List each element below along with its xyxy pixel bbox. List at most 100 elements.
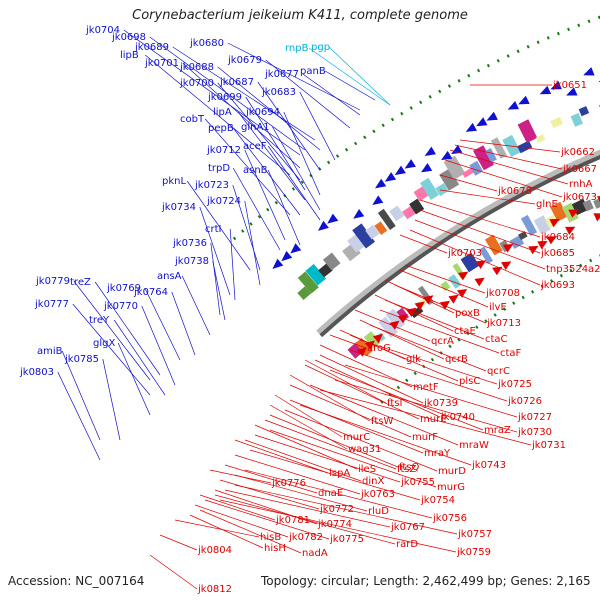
forward-gene-arrow xyxy=(566,87,578,96)
forward-gene-label: jk0777 xyxy=(34,299,69,310)
forward-gene-label: crtI xyxy=(205,224,221,235)
forward-gene-leader xyxy=(232,167,281,251)
reverse-gene-label: ilvE xyxy=(489,302,507,313)
forward-gene-leader xyxy=(283,111,321,196)
forward-gene-leader xyxy=(72,303,151,396)
reverse-gene-leader xyxy=(414,219,546,270)
reverse-gene-leader xyxy=(269,404,348,450)
reverse-gene-leader xyxy=(459,139,561,153)
forward-gene-arrow xyxy=(317,220,329,231)
feature-block xyxy=(490,137,507,159)
reverse-gene-leader xyxy=(214,494,396,545)
forward-gene-leader xyxy=(172,46,316,141)
forward-gene-leader xyxy=(217,82,301,181)
reverse-gene-label: rarD xyxy=(396,539,418,550)
forward-gene-arrow xyxy=(290,243,302,254)
reverse-gene-label: plsC xyxy=(459,376,480,387)
forward-gene-label: panB xyxy=(300,66,326,77)
forward-gene-leader xyxy=(171,291,196,356)
reverse-gene-leader xyxy=(234,474,368,512)
feature-block xyxy=(533,215,551,235)
reverse-gene-leader xyxy=(219,479,320,510)
reverse-gene-leader xyxy=(224,489,391,528)
forward-gene-label: jk0770 xyxy=(103,301,138,312)
feature-block xyxy=(485,148,497,163)
reverse-gene-leader xyxy=(439,174,498,192)
forward-gene-label: cobT xyxy=(180,114,205,125)
reverse-gene-leader xyxy=(244,469,433,519)
reverse-gene-leader xyxy=(254,424,358,470)
forward-gene-label: aceF xyxy=(243,141,267,152)
reverse-gene-label: dinX xyxy=(362,476,384,487)
reverse-gene-label: hisH xyxy=(264,543,286,554)
forward-gene-leader xyxy=(182,62,301,169)
forward-gene-arrow xyxy=(424,146,436,156)
forward-gene-label: jk0698 xyxy=(111,32,146,43)
forward-gene-arrow xyxy=(539,85,552,95)
forward-gene-label: jk0734 xyxy=(161,202,196,213)
rna-gene-leader xyxy=(328,46,391,106)
rna-gene-label: pgp xyxy=(311,42,330,53)
forward-gene-leader xyxy=(232,127,301,216)
forward-gene-leader xyxy=(272,126,321,211)
reverse-gene-label: jk0804 xyxy=(197,545,232,556)
reverse-gene-leader xyxy=(274,394,343,438)
forward-gene-label: pknL xyxy=(162,176,186,187)
reverse-gene-leader xyxy=(419,209,541,254)
forward-gene-label: trpD xyxy=(208,163,230,174)
forward-gene-leader xyxy=(113,319,166,396)
reverse-gene-leader xyxy=(319,389,532,446)
feature-block xyxy=(352,223,375,249)
forward-gene-arrow xyxy=(372,195,384,205)
forward-gene-label: lipB xyxy=(120,50,139,61)
feature-block xyxy=(439,168,460,191)
reverse-gene-label: jk0651 xyxy=(552,80,587,91)
reverse-gene-label: jk0693 xyxy=(540,280,575,291)
feature-block xyxy=(460,252,480,273)
reverse-gene-leader xyxy=(399,269,489,308)
feature-block xyxy=(305,263,326,286)
reverse-gene-label: jk0713 xyxy=(486,318,521,329)
reverse-gene-label: poxB xyxy=(455,308,480,319)
forward-gene-leader xyxy=(237,111,306,201)
reverse-gene-leader xyxy=(419,199,541,238)
reverse-gene-arrow xyxy=(502,244,514,253)
forward-gene-arrow xyxy=(272,258,284,269)
reverse-gene-arrow xyxy=(474,277,485,287)
rna-gene-leader xyxy=(308,47,391,106)
reverse-gene-leader xyxy=(449,149,569,185)
reverse-gene-leader xyxy=(149,554,198,590)
forward-gene-label: jk0687 xyxy=(219,77,254,88)
forward-gene-label: glgX xyxy=(93,338,115,349)
reverse-gene-label: qcrC xyxy=(487,366,510,377)
reverse-gene-label: jk0730 xyxy=(517,427,552,438)
reverse-gene-label: jk0725 xyxy=(497,379,532,390)
feature-block xyxy=(484,234,503,256)
forward-gene-arrow xyxy=(465,122,477,132)
forward-gene-arrow xyxy=(327,213,339,224)
forward-gene-arrow xyxy=(375,178,387,189)
reverse-gene-label: jk0684 xyxy=(540,232,575,243)
feature-block xyxy=(517,119,538,143)
reverse-gene-label: metF xyxy=(413,382,439,393)
rna-gene-label: rnpB xyxy=(285,43,309,54)
reverse-gene-leader xyxy=(304,359,387,404)
reverse-gene-leader xyxy=(159,534,198,551)
forward-gene-leader xyxy=(232,184,261,271)
reverse-gene-arrow xyxy=(364,340,375,350)
reverse-gene-leader xyxy=(269,429,437,488)
reverse-gene-arrow xyxy=(406,307,417,317)
reverse-gene-arrow xyxy=(568,209,579,218)
forward-gene-arrow xyxy=(421,163,433,173)
reverse-gene-leader xyxy=(234,439,329,474)
reverse-gene-arrow xyxy=(457,289,468,298)
accession-label: Accession: NC_007164 xyxy=(8,574,145,588)
reverse-gene-leader xyxy=(244,439,362,482)
forward-gene-label: jk0724 xyxy=(206,196,241,207)
forward-gene-leader xyxy=(267,169,301,246)
reverse-gene-leader xyxy=(299,404,472,466)
reverse-gene-leader xyxy=(359,339,498,385)
reverse-gene-leader xyxy=(189,514,264,549)
forward-gene-label: pepB xyxy=(208,123,234,134)
